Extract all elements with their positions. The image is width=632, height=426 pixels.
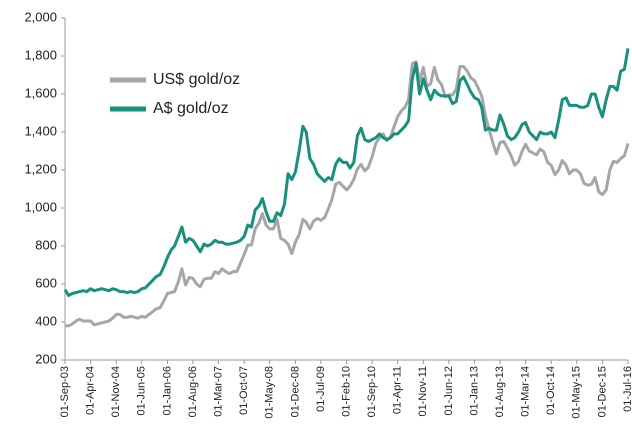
legend-label: A$ gold/oz xyxy=(153,100,229,117)
y-tick-label: 2,000 xyxy=(24,9,57,24)
x-tick-label: 01-Mar-14 xyxy=(519,366,531,417)
y-tick-label: 1,400 xyxy=(24,123,57,138)
series-line xyxy=(63,48,630,297)
x-tick-label: 01-Jul-16 xyxy=(622,366,632,412)
x-tick-label: 01-Nov-11 xyxy=(417,366,429,417)
x-tick-label: 01-Sep-10 xyxy=(366,366,378,417)
y-tick-label: 800 xyxy=(35,237,57,252)
x-tick-label: 01-Jun-12 xyxy=(443,366,455,416)
x-tick-label: 01-Oct-14 xyxy=(545,366,557,415)
y-tick-label: 200 xyxy=(35,351,57,366)
x-tick-label: 01-Dec-15 xyxy=(596,366,608,417)
y-tick-label: 1,200 xyxy=(24,161,57,176)
x-tick-label: 01-Nov-04 xyxy=(110,366,122,417)
y-tick-label: 400 xyxy=(35,313,57,328)
x-tick-label: 01-Jun-05 xyxy=(136,366,148,416)
x-tick-label: 01-Aug-13 xyxy=(494,366,506,417)
x-tick-label: 01-Jul-09 xyxy=(315,366,327,412)
x-tick-label: 01-Oct-07 xyxy=(238,366,250,415)
x-tick-label: 01-Apr-11 xyxy=(392,366,404,414)
x-tick-label: 01-Apr-04 xyxy=(84,366,96,415)
x-tick-label: 01-Sep-03 xyxy=(59,366,71,417)
x-tick-label: 01-Feb-10 xyxy=(341,366,353,417)
x-tick-label: 01-Mar-07 xyxy=(212,366,224,417)
x-tick-label: 01-Dec-08 xyxy=(289,366,301,417)
x-tick-label: 01-Aug-06 xyxy=(187,366,199,417)
y-tick-label: 1,000 xyxy=(24,199,57,214)
y-tick-label: 600 xyxy=(35,275,57,290)
x-tick-label: 01-Jan-13 xyxy=(469,366,481,416)
x-tick-label: 01-May-08 xyxy=(264,366,276,419)
legend-label: US$ gold/oz xyxy=(153,71,240,88)
y-tick-label: 1,600 xyxy=(24,85,57,100)
series-line xyxy=(65,60,630,328)
x-tick-label: 01-Jan-06 xyxy=(161,366,173,416)
y-tick-label: 1,800 xyxy=(24,47,57,62)
x-tick-label: 01-May-15 xyxy=(571,366,583,419)
